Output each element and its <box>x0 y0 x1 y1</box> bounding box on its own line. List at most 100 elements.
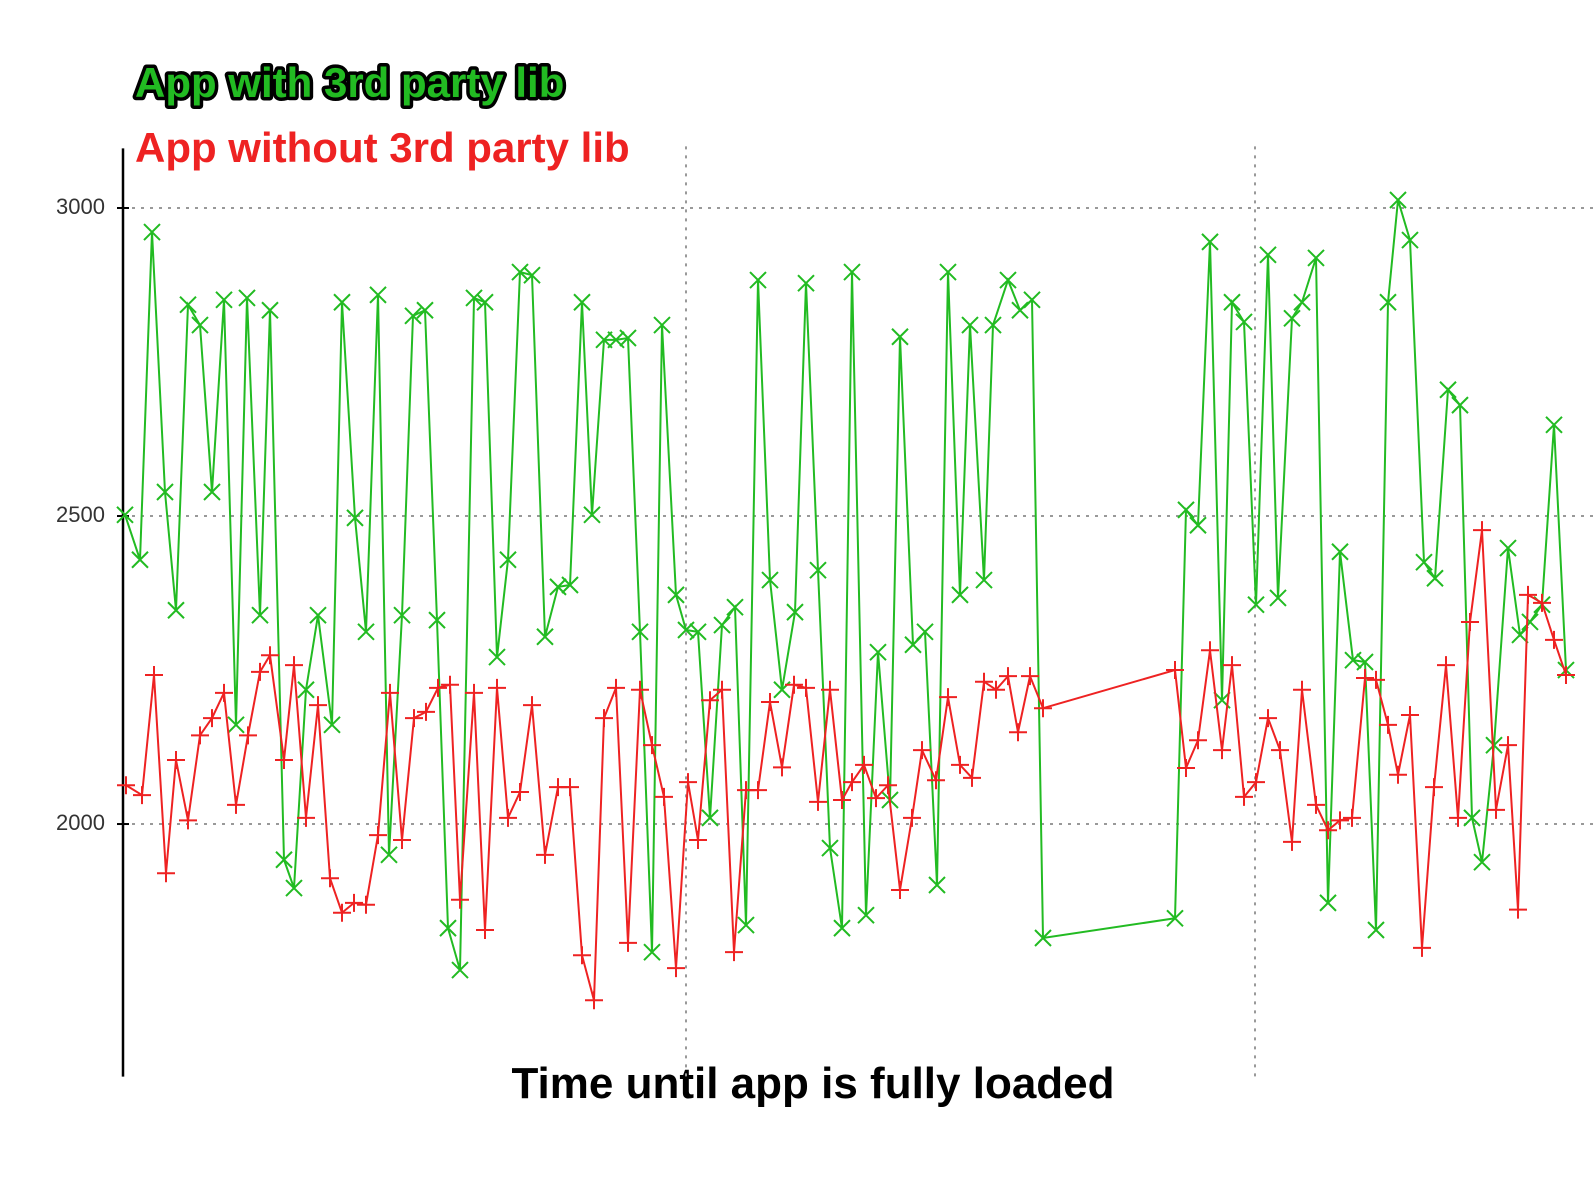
marker <box>1259 709 1277 728</box>
marker <box>1213 741 1231 760</box>
marker <box>380 846 398 864</box>
marker <box>511 782 529 801</box>
marker <box>1509 900 1527 919</box>
marker <box>1307 249 1325 267</box>
marker <box>655 787 673 806</box>
marker <box>536 628 554 646</box>
marker <box>1034 929 1052 947</box>
marker <box>843 773 861 792</box>
marker <box>393 831 411 850</box>
marker <box>429 678 447 697</box>
marker <box>1177 501 1195 519</box>
marker <box>1499 736 1517 755</box>
marker <box>167 750 185 769</box>
marker <box>667 959 685 978</box>
marker <box>1201 641 1219 660</box>
marker <box>285 879 303 897</box>
marker <box>1413 938 1431 957</box>
marker <box>1293 293 1311 311</box>
marker <box>1283 832 1301 851</box>
marker <box>523 266 541 284</box>
marker <box>1307 795 1325 814</box>
y-tick-label: 2000 <box>56 810 105 835</box>
marker <box>465 289 483 307</box>
marker <box>215 291 233 309</box>
marker <box>333 903 351 922</box>
marker <box>227 716 245 734</box>
marker <box>809 561 827 579</box>
marker <box>773 758 791 777</box>
marker <box>1379 715 1397 734</box>
series-line <box>124 199 1567 971</box>
marker <box>227 795 245 814</box>
marker <box>1473 521 1491 540</box>
marker <box>405 709 423 728</box>
marker <box>239 726 257 745</box>
marker <box>737 916 755 934</box>
marker <box>191 726 209 745</box>
x-axis-title: Time until app is fully loaded <box>511 1059 1114 1108</box>
marker <box>999 271 1017 289</box>
marker <box>251 662 269 681</box>
marker <box>203 483 221 501</box>
marker <box>297 681 315 699</box>
marker <box>689 623 707 641</box>
marker <box>619 329 637 347</box>
marker <box>653 316 671 334</box>
marker <box>573 293 591 311</box>
marker <box>785 675 803 694</box>
marker <box>333 293 351 311</box>
marker <box>203 709 221 728</box>
marker <box>726 598 744 616</box>
marker <box>761 571 779 589</box>
marker <box>1023 291 1041 309</box>
marker <box>821 839 839 857</box>
marker <box>117 776 135 795</box>
marker <box>451 890 469 909</box>
marker <box>1545 630 1563 649</box>
marker <box>465 683 483 702</box>
marker <box>913 741 931 760</box>
marker <box>713 616 731 634</box>
marker <box>607 678 625 697</box>
marker <box>679 773 697 792</box>
marker <box>619 933 637 952</box>
marker <box>951 755 969 774</box>
marker <box>1521 613 1539 631</box>
marker <box>1166 909 1184 927</box>
marker <box>179 296 197 314</box>
marker <box>167 601 185 619</box>
marker <box>476 293 494 311</box>
marker <box>891 328 909 346</box>
marker <box>1223 656 1241 675</box>
marker <box>761 693 779 712</box>
marker <box>417 702 435 721</box>
marker <box>561 576 579 594</box>
marker <box>879 776 897 795</box>
marker <box>1356 669 1374 688</box>
marker <box>999 667 1017 686</box>
marker <box>643 736 661 755</box>
marker <box>488 678 506 697</box>
marker <box>1485 736 1503 754</box>
marker <box>369 286 387 304</box>
marker <box>261 646 279 665</box>
marker <box>1415 553 1433 571</box>
marker <box>975 571 993 589</box>
marker <box>1401 705 1419 724</box>
marker <box>1331 543 1349 561</box>
series-line <box>125 530 1567 1001</box>
marker <box>585 991 603 1010</box>
marker <box>573 946 591 965</box>
marker <box>809 792 827 811</box>
marker <box>1235 313 1253 331</box>
marker <box>749 271 767 289</box>
marker <box>975 672 993 691</box>
marker <box>1533 593 1551 612</box>
marker <box>451 961 469 979</box>
marker <box>215 683 233 702</box>
marker <box>1021 667 1039 686</box>
marker <box>1389 191 1407 209</box>
marker <box>1011 301 1029 319</box>
